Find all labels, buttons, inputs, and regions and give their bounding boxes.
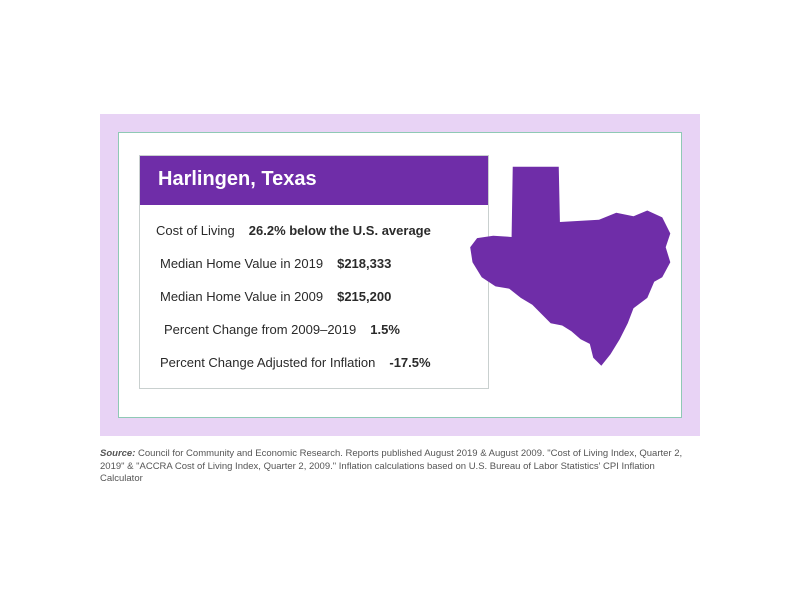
- card-body: Cost of Living 26.2% below the U.S. aver…: [140, 205, 488, 388]
- label-home-2009: Median Home Value in 2009: [160, 289, 323, 304]
- outer-frame: Harlingen, Texas Cost of Living 26.2% be…: [100, 114, 700, 436]
- texas-map: [461, 153, 691, 383]
- value-home-2019: $218,333: [337, 256, 391, 271]
- source-label: Source:: [100, 448, 135, 459]
- data-card: Harlingen, Texas Cost of Living 26.2% be…: [139, 155, 489, 389]
- source-attribution: Source: Council for Community and Econom…: [100, 448, 700, 486]
- label-home-2019: Median Home Value in 2019: [160, 256, 323, 271]
- source-text: Council for Community and Economic Resea…: [100, 448, 682, 485]
- value-pct-change: 1.5%: [370, 322, 400, 337]
- row-pct-change: Percent Change from 2009–2019 1.5%: [156, 322, 472, 337]
- label-pct-change-adj: Percent Change Adjusted for Inflation: [160, 355, 375, 370]
- value-home-2009: $215,200: [337, 289, 391, 304]
- texas-map-icon: [461, 153, 691, 383]
- row-home-2019: Median Home Value in 2019 $218,333: [156, 256, 472, 271]
- row-cost-of-living: Cost of Living 26.2% below the U.S. aver…: [156, 223, 472, 238]
- row-home-2009: Median Home Value in 2009 $215,200: [156, 289, 472, 304]
- label-pct-change: Percent Change from 2009–2019: [164, 322, 356, 337]
- label-cost-of-living: Cost of Living: [156, 223, 235, 238]
- row-pct-change-adj: Percent Change Adjusted for Inflation -1…: [156, 355, 472, 370]
- value-pct-change-adj: -17.5%: [389, 355, 430, 370]
- card-title: Harlingen, Texas: [140, 156, 488, 205]
- value-cost-of-living: 26.2% below the U.S. average: [249, 223, 431, 238]
- inner-frame: Harlingen, Texas Cost of Living 26.2% be…: [118, 132, 682, 418]
